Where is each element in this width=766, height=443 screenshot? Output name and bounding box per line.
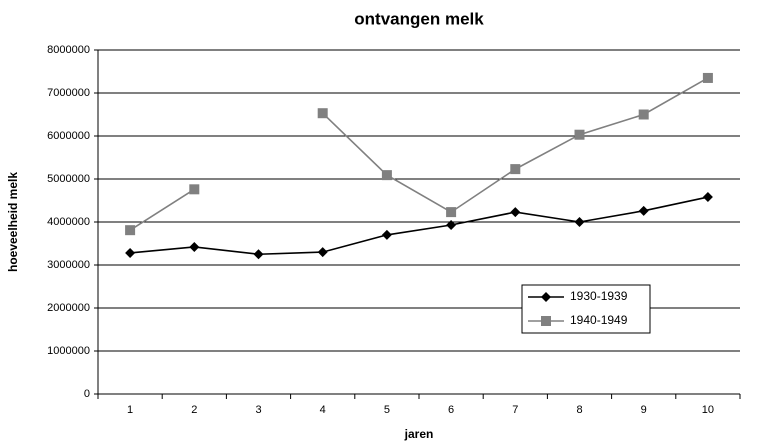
point bbox=[253, 249, 264, 260]
legend-label: 1940-1949 bbox=[570, 313, 628, 327]
point bbox=[317, 247, 328, 258]
y-tick-label: 4000000 bbox=[47, 216, 90, 228]
y-axis-label: hoeveelheid melk bbox=[6, 172, 20, 272]
point bbox=[574, 129, 585, 140]
point bbox=[702, 72, 713, 83]
point bbox=[446, 220, 457, 231]
point bbox=[381, 170, 392, 181]
x-tick-label: 2 bbox=[191, 404, 197, 416]
x-tick-label: 9 bbox=[641, 404, 647, 416]
y-tick-label: 8000000 bbox=[47, 44, 90, 56]
point bbox=[638, 205, 649, 216]
point bbox=[125, 247, 136, 258]
point bbox=[702, 192, 713, 203]
point bbox=[125, 225, 136, 236]
legend-marker bbox=[541, 292, 551, 302]
x-tick-label: 8 bbox=[576, 404, 582, 416]
point bbox=[381, 229, 392, 240]
y-tick-label: 3000000 bbox=[47, 259, 90, 271]
x-axis-label: jaren bbox=[404, 427, 434, 441]
x-tick-label: 10 bbox=[702, 404, 714, 416]
point bbox=[574, 217, 585, 227]
x-tick-label: 5 bbox=[384, 404, 390, 416]
y-tick-label: 2000000 bbox=[47, 302, 90, 314]
point bbox=[317, 108, 328, 119]
point bbox=[446, 207, 457, 218]
x-tick-label: 3 bbox=[255, 404, 261, 416]
point bbox=[638, 109, 649, 120]
point bbox=[189, 184, 200, 195]
x-tick-label: 1 bbox=[127, 404, 133, 416]
x-tick-label: 7 bbox=[512, 404, 518, 416]
y-tick-label: 1000000 bbox=[47, 345, 90, 357]
x-tick-label: 4 bbox=[320, 404, 326, 416]
y-tick-label: 7000000 bbox=[47, 87, 90, 99]
x-tick-label: 6 bbox=[448, 404, 454, 416]
point bbox=[510, 207, 521, 218]
point bbox=[510, 164, 521, 175]
point bbox=[189, 241, 200, 252]
y-tick-label: 5000000 bbox=[47, 173, 90, 185]
series-line bbox=[130, 196, 709, 256]
chart-title: ontvangen melk bbox=[354, 9, 484, 28]
legend-marker bbox=[541, 316, 551, 326]
y-tick-label: 6000000 bbox=[47, 130, 90, 142]
legend-label: 1930-1939 bbox=[570, 289, 628, 303]
series-line bbox=[129, 77, 709, 231]
y-tick-label: 0 bbox=[84, 388, 90, 400]
